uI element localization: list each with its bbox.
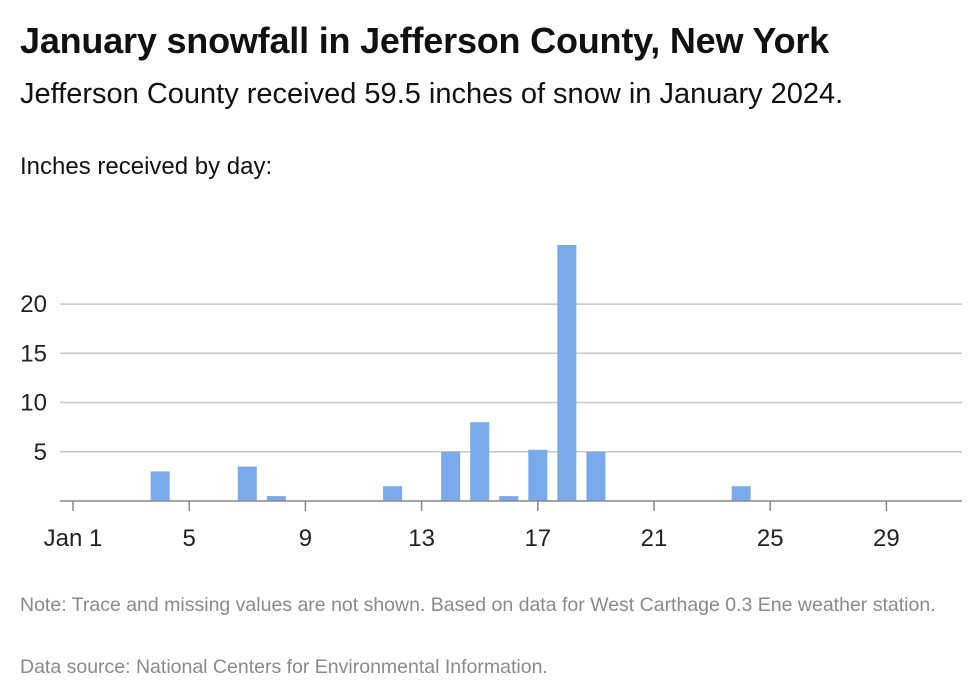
x-tick-label: 21 <box>641 525 668 552</box>
x-tick-label: Jan 1 <box>44 525 103 552</box>
bar-day-4 <box>150 471 170 501</box>
x-tick-label: 13 <box>408 525 435 552</box>
bars <box>150 245 751 501</box>
y-tick-label: 15 <box>20 340 47 367</box>
bar-chart: 5 10 15 20 Jan 1 5 9 13 17 21 25 29 <box>20 245 962 552</box>
footnote: Note: Trace and missing values are not s… <box>20 594 936 616</box>
bar-day-14 <box>441 451 461 501</box>
bar-day-8 <box>266 496 286 501</box>
bar-day-17 <box>528 449 548 501</box>
gridlines <box>60 303 962 453</box>
data-source: Data source: National Centers for Enviro… <box>20 656 548 678</box>
y-tick-label: 10 <box>20 390 47 417</box>
y-tick-label: 5 <box>34 439 47 466</box>
x-tick-label: 25 <box>757 525 784 552</box>
bar-day-24 <box>731 486 751 501</box>
x-tick-label: 17 <box>524 525 551 552</box>
x-axis <box>60 500 962 511</box>
bar-day-12 <box>383 486 403 501</box>
bar-day-18 <box>557 245 577 501</box>
bar-day-19 <box>586 451 606 501</box>
x-tick-label: 29 <box>873 525 900 552</box>
y-tick-labels: 5 10 15 20 <box>20 291 47 466</box>
x-tick-labels: Jan 1 5 9 13 17 21 25 29 <box>44 525 900 552</box>
bar-day-15 <box>470 422 490 501</box>
chart-description: Inches received by day: <box>20 153 273 180</box>
chart-subtitle: Jefferson County received 59.5 inches of… <box>20 78 844 110</box>
x-tick-label: 9 <box>299 525 312 552</box>
y-tick-label: 20 <box>20 291 47 318</box>
chart-title: January snowfall in Jefferson County, Ne… <box>20 20 829 61</box>
x-tick-label: 5 <box>183 525 196 552</box>
bar-day-7 <box>237 466 257 501</box>
bar-day-16 <box>499 496 519 501</box>
